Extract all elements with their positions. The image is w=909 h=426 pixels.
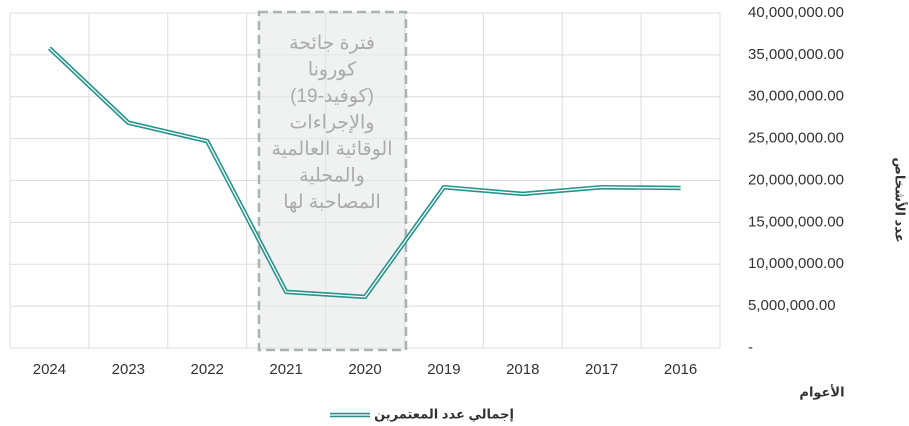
y-tick-label: 35,000,000.00 xyxy=(748,46,844,63)
annotation-line: المصاحبة لها xyxy=(283,192,381,213)
series-line-inner xyxy=(48,47,681,298)
x-tick-label: 2024 xyxy=(33,361,66,378)
x-tick-label: 2020 xyxy=(348,361,381,378)
y-axis-title: عدد الأشخاص xyxy=(893,157,909,242)
annotation-line: (كوفيد-19) xyxy=(290,86,374,107)
y-tick-label: 30,000,000.00 xyxy=(748,88,844,105)
x-tick-label: 2022 xyxy=(191,361,224,378)
y-tick-label: 15,000,000.00 xyxy=(748,213,844,230)
y-tick-label: - xyxy=(748,339,753,356)
x-tick-label: 2017 xyxy=(585,361,618,378)
annotation-line: والإجراءات xyxy=(290,113,375,134)
y-tick-label: 20,000,000.00 xyxy=(748,171,844,188)
y-tick-label: 40,000,000.00 xyxy=(748,4,844,21)
y-tick-label: 10,000,000.00 xyxy=(748,255,844,272)
y-tick-label: 5,000,000.00 xyxy=(748,297,836,314)
annotation-line: والمحلية xyxy=(299,166,365,187)
annotation-line: كورونا xyxy=(308,60,357,81)
x-tick-label: 2023 xyxy=(112,361,145,378)
x-tick-label: 2016 xyxy=(664,361,697,378)
annotation-line: الوقائية العالمية xyxy=(272,139,393,160)
annotation-line: فترة جائحة xyxy=(289,33,375,54)
y-tick-label: 25,000,000.00 xyxy=(748,130,844,147)
legend-label: إجمالي عدد المعتمرين xyxy=(374,406,514,421)
x-tick-label: 2021 xyxy=(269,361,302,378)
x-tick-label: 2018 xyxy=(506,361,539,378)
x-tick-label: 2019 xyxy=(427,361,460,378)
x-axis-title: الأعوام xyxy=(799,383,844,400)
